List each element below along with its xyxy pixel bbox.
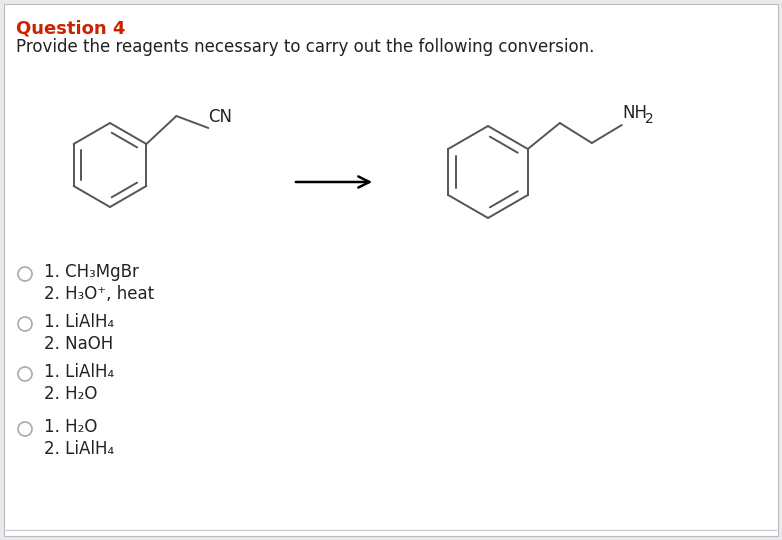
Text: Question 4: Question 4 (16, 20, 125, 38)
Text: 1. LiAlH₄: 1. LiAlH₄ (44, 313, 114, 331)
Text: 1. H₂O: 1. H₂O (44, 418, 98, 436)
FancyBboxPatch shape (4, 4, 778, 536)
Text: 2. LiAlH₄: 2. LiAlH₄ (44, 440, 114, 458)
Text: Provide the reagents necessary to carry out the following conversion.: Provide the reagents necessary to carry … (16, 38, 594, 56)
Text: 2. H₂O: 2. H₂O (44, 385, 98, 403)
Text: NH: NH (622, 104, 647, 122)
Text: 2: 2 (645, 112, 654, 126)
Text: 2. H₃O⁺, heat: 2. H₃O⁺, heat (44, 285, 154, 303)
Text: 2. NaOH: 2. NaOH (44, 335, 113, 353)
Text: 1. CH₃MgBr: 1. CH₃MgBr (44, 263, 139, 281)
Text: CN: CN (208, 108, 232, 126)
Text: 1. LiAlH₄: 1. LiAlH₄ (44, 363, 114, 381)
